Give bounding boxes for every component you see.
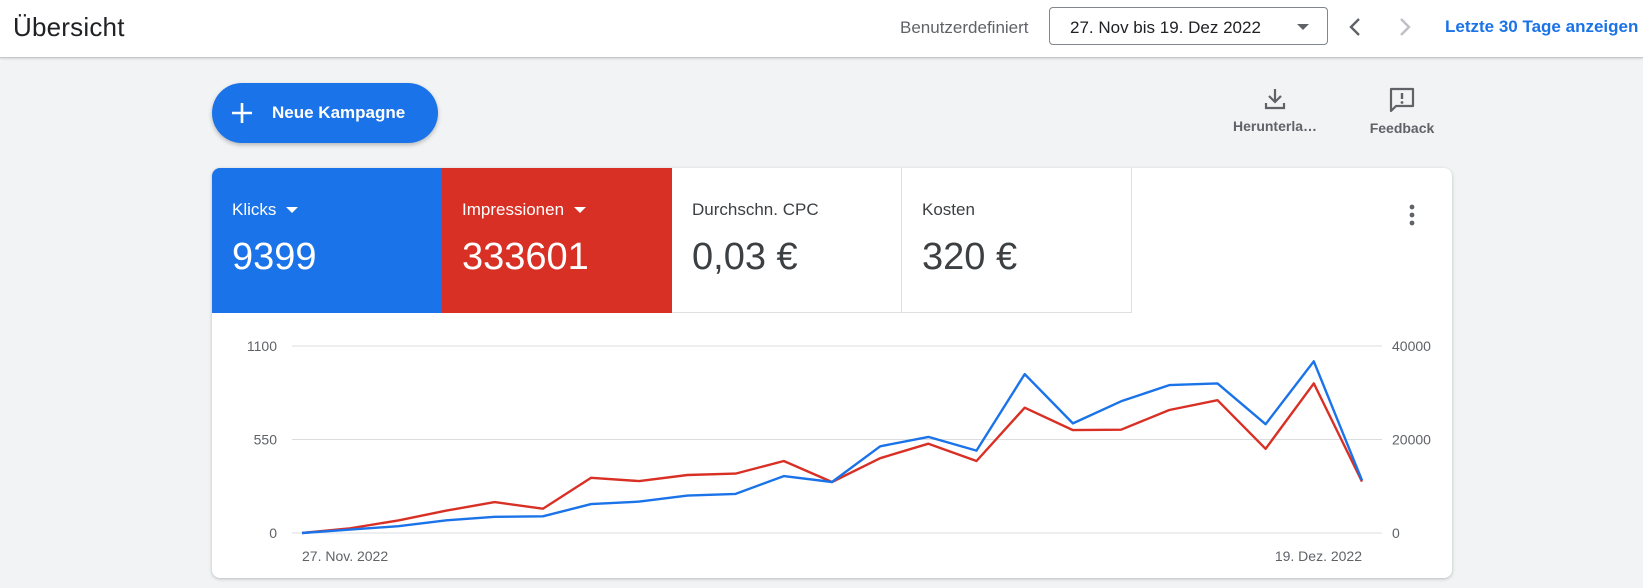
plus-icon [232,103,252,123]
date-range-select[interactable]: 27. Nov bis 19. Dez 2022 [1049,7,1328,45]
metric-value: 320 € [922,236,1018,278]
metric-card-impressionen[interactable]: Impressionen 333601 [442,168,672,313]
date-range-label: Benutzerdefiniert [900,18,1029,37]
series-line-klicks [301,360,1364,535]
left-axis-tick-label: 550 [254,432,278,448]
metric-card-kosten[interactable]: Kosten 320 € [902,168,1132,313]
series-line-impressionen [301,382,1364,535]
metric-name: Durchschn. CPC [692,200,819,219]
metric-value: 0,03 € [692,236,798,278]
right-axis-tick-label: 40000 [1392,338,1431,354]
download-label: Herunterla… [1232,118,1318,134]
left-axis-tick-label: 1100 [247,338,277,354]
feedback-button[interactable]: Feedback [1362,86,1442,136]
feedback-label: Feedback [1369,120,1435,136]
more-vert-icon [1409,204,1415,226]
chevron-right-icon [1400,18,1411,36]
top-bar: Übersicht Benutzerdefiniert 27. Nov bis … [0,0,1643,58]
metric-card-klicks[interactable]: Klicks 9399 [212,168,442,313]
date-range-value: 27. Nov bis 19. Dez 2022 [1070,18,1261,37]
new-campaign-label: Neue Kampagne [272,103,406,122]
x-axis-start-label: 27. Nov. 2022 [302,548,388,564]
x-axis-end-label: 19. Dez. 2022 [1275,548,1362,564]
metric-value: 9399 [232,236,317,278]
new-campaign-button[interactable]: Neue Kampagne [212,83,438,143]
chevron-left-icon [1349,18,1360,36]
dropdown-arrow-icon[interactable] [286,207,299,213]
right-axis-tick-label: 0 [1392,525,1400,541]
more-options-button[interactable] [1400,200,1424,230]
metric-name: Klicks [232,200,277,219]
right-axis-tick-label: 20000 [1392,432,1431,448]
metric-name: Impressionen [462,200,565,219]
download-button[interactable]: Herunterla… [1220,86,1330,134]
previous-period-button[interactable] [1340,12,1370,42]
metric-card-cpc[interactable]: Durchschn. CPC 0,03 € [672,168,902,313]
metric-name: Kosten [922,200,975,219]
left-axis-tick-label: 0 [269,525,277,541]
chevron-down-icon [1297,24,1309,30]
last-30-days-link[interactable]: Letzte 30 Tage anzeigen [1445,17,1639,36]
download-icon [1264,89,1286,110]
metric-value: 333601 [462,236,589,278]
performance-card: Klicks 9399 Impressionen 333601 Durchsch… [212,168,1452,578]
page-title: Übersicht [13,12,125,42]
next-period-button[interactable] [1390,12,1420,42]
dropdown-arrow-icon[interactable] [574,207,587,213]
performance-chart: 0 0 550 20000 1100 40000 27. Nov. 2022 19. Dez.… [247,338,1431,564]
feedback-icon [1389,87,1415,113]
